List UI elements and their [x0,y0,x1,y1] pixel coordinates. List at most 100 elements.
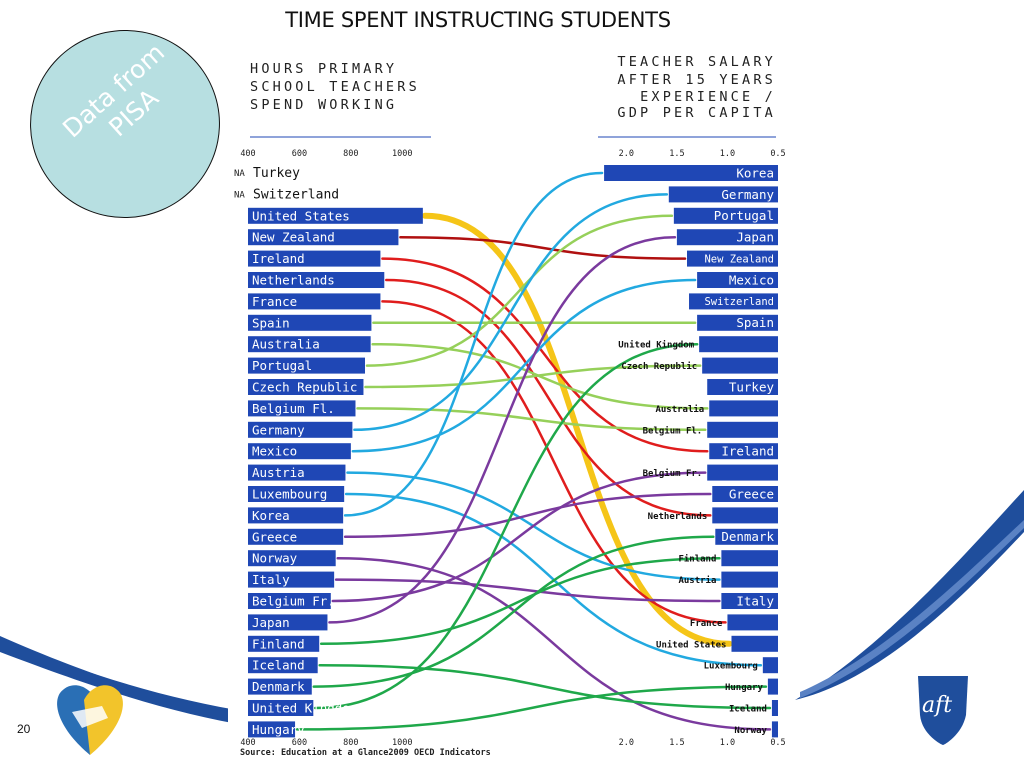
right-label-hungary: Hungary [725,683,764,693]
right-panel-title-line-2: AFTER 15 YEARS [617,72,776,88]
right-bar-switzerland [689,293,778,310]
connector-greece [343,492,712,539]
left-bar-united-kingdom [248,700,314,716]
right-bar-italy [721,593,778,609]
left-bar-ireland [248,250,381,267]
right-bar-netherlands [712,507,778,524]
right-bar-greece [712,486,778,502]
left-bar-netherlands [248,272,385,288]
connector-netherlands [385,278,712,517]
right-label-italy: Italy [736,593,774,608]
left-label-germany: Germany [252,422,305,437]
right-bar-portugal [673,207,778,224]
aft-logo-text: aft [922,693,952,718]
right-label-greece: Greece [729,486,774,501]
right-label-finland: Finland [678,554,716,565]
right-bar-australia [709,400,778,417]
right-label-belgium-fr: Belgium Fr. [643,468,703,479]
right-tick-top-2.0: 2.0 [619,149,634,159]
left-label-hungary: Hungary [252,722,305,737]
connector-ireland [381,257,709,453]
right-label-japan: Japan [736,230,774,245]
hands [72,706,108,728]
right-label-mexico: Mexico [729,272,774,287]
left-label-spain: Spain [252,315,290,330]
left-tick-bottom-1000: 1000 [392,738,412,748]
left-label-netherlands: Netherlands [252,273,335,288]
right-label-spain: Spain [736,315,774,330]
left-bar-denmark [248,678,312,695]
left-bar-new-zealand [248,229,399,246]
connector-finland [319,556,721,646]
right-tick-top-1.0: 1.0 [720,149,735,159]
connector-belgium-fl [356,407,707,432]
slide-title: TIME SPENT INSTRUCTING STUDENTS [285,8,671,32]
right-label-united-kingdom: United Kingdom [618,340,694,351]
right-bar-belgium-fl [707,421,778,438]
right-bar-france [727,614,778,631]
aft-shield [918,676,968,745]
left-bar-iceland [248,657,318,674]
left-bar-norway [248,550,336,567]
left-bar-luxembourg [248,486,345,502]
left-label-ireland: Ireland [252,251,305,266]
left-tick-top-600: 600 [292,149,307,159]
na-marker-switzerland: NA [234,190,245,200]
connector-germany [353,193,669,432]
right-label-switzerland: Switzerland [704,296,774,308]
right-label-norway: Norway [734,726,767,736]
wave-left-thick [0,636,250,726]
connector-denmark [312,535,715,688]
left-tick-bottom-600: 600 [292,738,307,748]
right-tick-top-0.5: 0.5 [770,149,785,159]
right-bar-germany [668,186,778,203]
left-label-denmark: Denmark [252,679,305,694]
connector-united-kingdom [314,342,699,710]
right-panel-title-line-1: TEACHER SALARY [617,54,776,70]
right-bar-austria [721,571,778,588]
left-bar-united-states [248,207,423,224]
connector-france [381,300,727,624]
wave-left-thin [0,640,250,716]
left-label-austria: Austria [252,465,305,480]
right-label-belgium-fl: Belgium Fl. [643,425,703,436]
left-bar-hungary [248,721,296,738]
right-tick-bottom-2.0: 2.0 [619,738,634,748]
connector-portugal [365,214,674,367]
left-bar-portugal [248,357,365,374]
left-bar-belgium-fr [248,593,331,609]
right-bar-united-kingdom [699,336,778,353]
left-label-portugal: Portugal [252,358,312,373]
connector-korea [343,171,604,517]
right-label-luxembourg: Luxembourg [704,662,758,672]
right-label-australia: Australia [655,404,704,415]
left-label-france: France [252,294,297,309]
source-note: Source: Education at a Glance2009 OECD I… [240,747,491,758]
left-bar-finland [248,635,320,652]
left-label-iceland: Iceland [252,658,305,673]
right-panel-title-line-4: GDP PER CAPITA [617,105,776,121]
left-panel: NA Turkey NA Switzerland United States New Ze… [234,166,423,738]
left-label-korea: Korea [252,508,290,523]
connector-new-zealand [399,235,687,260]
right-tick-top-1.5: 1.5 [669,149,684,159]
right-bar-united-states [731,635,778,652]
connector-mexico [351,278,697,453]
left-label-switzerland: Switzerland [253,187,339,202]
right-bar-denmark [715,528,778,545]
left-bar-korea [248,507,344,524]
left-label-greece: Greece [252,529,297,544]
right-bar-korea [604,165,778,181]
right-label-korea: Korea [736,165,774,180]
right-label-germany: Germany [721,187,774,202]
left-tick-top-1000: 1000 [392,149,412,159]
connector-italy [334,578,721,603]
aft-logo: aft [918,676,968,745]
right-tick-bottom-1.0: 1.0 [720,738,735,748]
left-label-czech-republic: Czech Republic [252,380,357,395]
right-label-france: France [690,619,723,629]
right-bar-czech-republic [702,357,778,374]
right-label-new-zealand: New Zealand [704,253,774,265]
connector-czech-republic [364,364,702,389]
